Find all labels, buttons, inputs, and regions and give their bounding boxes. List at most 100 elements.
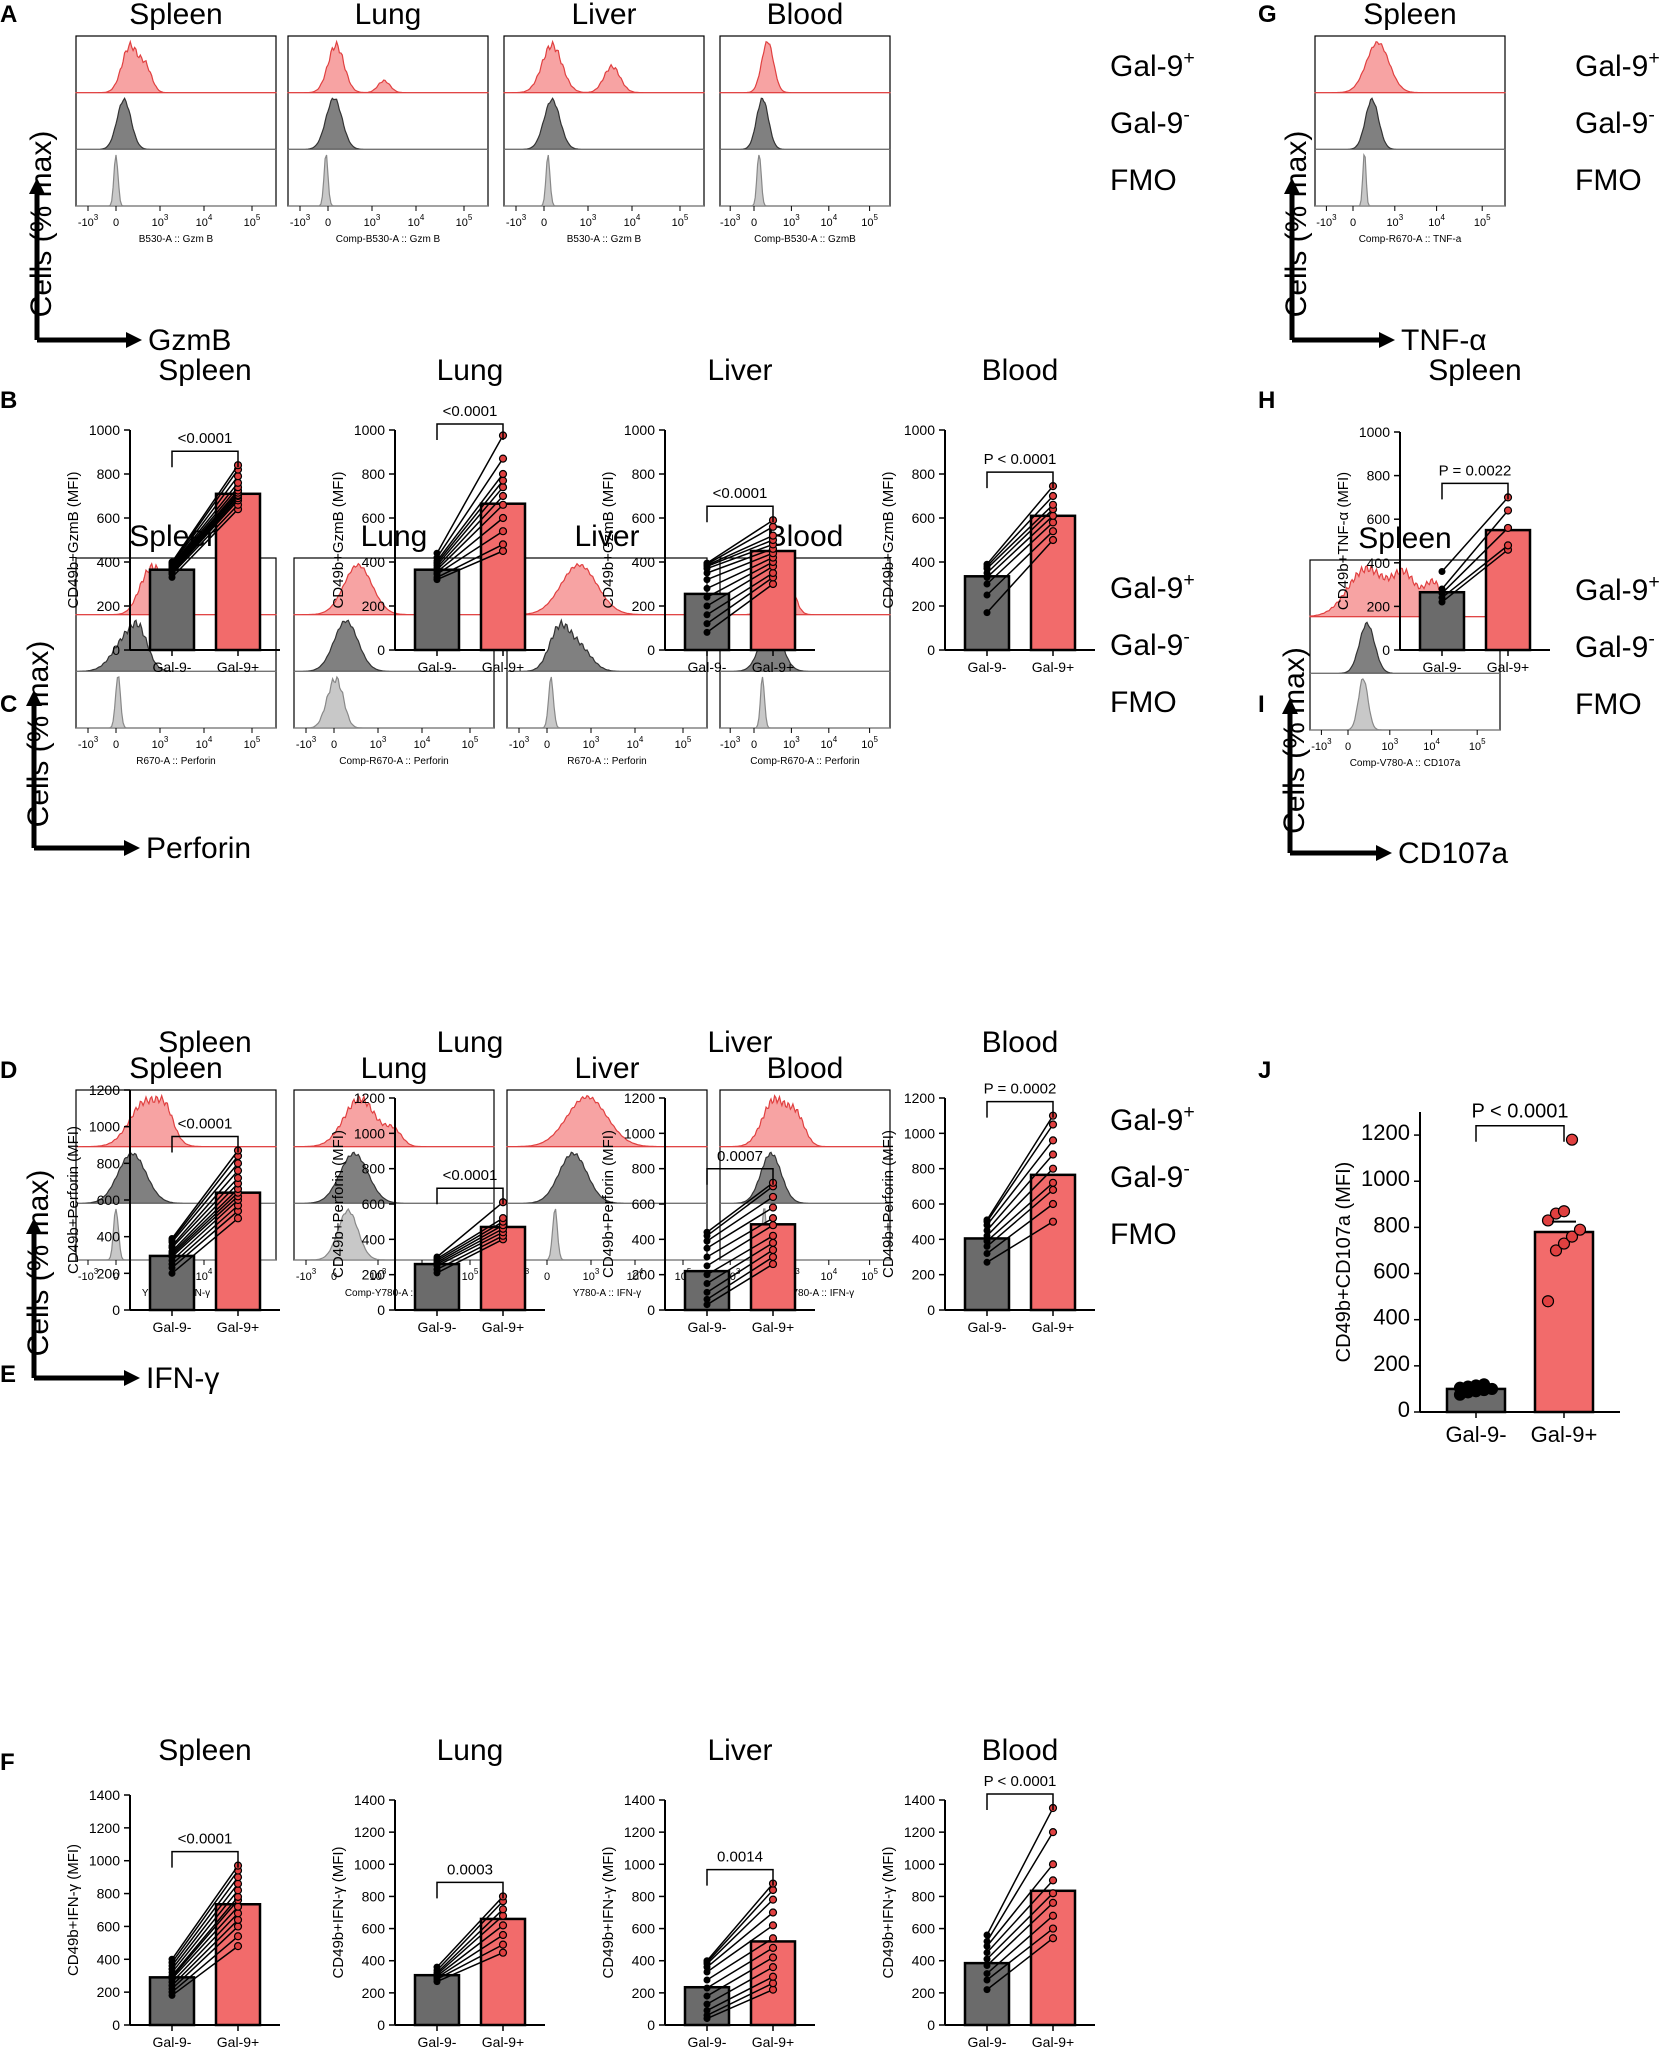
point-gal9neg: [983, 1949, 991, 1957]
pair-line: [171, 1192, 239, 1256]
y-tick-label: 600: [362, 1196, 386, 1212]
point-gal9pos: [498, 1948, 508, 1957]
point-gal9pos: [1541, 1214, 1555, 1227]
gal9neg-histogram: [506, 618, 708, 672]
x-tick-label: 105: [861, 735, 878, 751]
y-tick-label: 200: [632, 1267, 656, 1283]
histogram-title: Liver: [571, 0, 636, 31]
point-gal9pos: [498, 1930, 508, 1940]
x-tick-label: 104: [196, 1267, 213, 1283]
channel-label: B530-A :: Gzm B: [139, 234, 214, 245]
point-gal9pos: [1048, 1150, 1058, 1159]
y-tick-label: 400: [632, 554, 656, 570]
gal9neg-histogram: [1314, 97, 1506, 150]
row-label: FMO: [1575, 688, 1642, 721]
y-tick-label: 1000: [354, 1125, 385, 1141]
pair-line: [436, 1228, 504, 1265]
x-tick-label: 103: [583, 1267, 600, 1283]
chart-title: Spleen: [158, 1734, 251, 1767]
x-tick-label: Gal-9-: [688, 659, 727, 675]
panel-letter-d: D: [0, 1057, 17, 1084]
x-tick-label: Gal-9+: [752, 1319, 794, 1335]
y-tick-label: 800: [632, 1888, 656, 1904]
x-tick-label: Gal-9-: [153, 1319, 192, 1335]
point-gal9neg: [703, 559, 711, 567]
y-tick-label: 0: [112, 1302, 120, 1318]
chart-title: Lung: [437, 1026, 504, 1059]
y-tick-label: 1000: [904, 1856, 935, 1872]
y-tick-label: 800: [912, 466, 936, 482]
point-gal9neg: [703, 602, 711, 610]
point-gal9neg: [703, 1262, 711, 1270]
point-gal9pos: [233, 1942, 243, 1951]
y-tick-label: 400: [632, 1953, 656, 1969]
y-axis-label: CD49b+Perforin (MFI): [330, 1130, 347, 1278]
bar-chart-d-liver: Liver 0 200 400 600 800 1000 1200 CD49b+Perforin…: [600, 1026, 815, 1335]
x-tick-label: Gal-9+: [482, 659, 524, 675]
histogram-title: Liver: [574, 520, 639, 553]
pair-line: [706, 1224, 774, 1267]
pair-line: [986, 515, 1054, 578]
x-tick-label: Gal-9-: [418, 2034, 457, 2049]
point-gal9pos: [1541, 1295, 1555, 1308]
y-tick-label: 200: [362, 1267, 386, 1283]
point-gal9pos: [233, 1909, 243, 1918]
point-gal9neg: [703, 2000, 711, 2008]
point-gal9pos: [498, 513, 508, 523]
y-axis-label: CD49b+GzmB (MFI): [880, 471, 897, 608]
pair-line: [171, 469, 239, 564]
x-tick-label: 0: [544, 1271, 550, 1283]
gal9pos-histogram: [75, 39, 277, 94]
point-gal9pos: [233, 1173, 243, 1183]
significance-bracket: [171, 1850, 239, 1868]
y-tick-label: 1200: [904, 1824, 935, 1840]
channel-label: Comp-R670-A :: TNF-a: [1359, 234, 1462, 245]
pair-line: [171, 1896, 239, 1977]
y-tick-label: 0: [647, 642, 655, 658]
y-tick-label: 800: [362, 1161, 386, 1177]
y-tick-label: 1200: [89, 1082, 120, 1098]
y-axis-label: CD49b+Perforin (MFI): [880, 1130, 897, 1278]
chart-title: Liver: [707, 1734, 772, 1767]
row-label: Gal-9-: [1110, 626, 1190, 662]
x-tick-label: 103: [580, 213, 597, 229]
point-gal9neg: [703, 1228, 711, 1236]
pair-line: [171, 1935, 239, 1993]
y-tick-label: 600: [362, 1921, 386, 1937]
x-tick-label: Gal-9+: [752, 659, 794, 675]
p-value: <0.0001: [443, 403, 498, 420]
pair-line: [436, 495, 504, 569]
x-tick-label: -103: [1311, 737, 1332, 753]
y-tick-label: 0: [927, 2017, 935, 2033]
y-tick-label: 1200: [624, 1090, 655, 1106]
channel-label: Comp-B530-A :: GzmB: [754, 234, 856, 245]
pair-line: [171, 1155, 239, 1241]
y-tick-label: 1000: [354, 1856, 385, 1872]
pair-line: [436, 1238, 504, 1274]
pair-line: [706, 1976, 774, 2012]
y-tick-label: 200: [362, 598, 386, 614]
point-gal9pos: [1565, 1230, 1579, 1243]
point-gal9pos: [768, 1972, 778, 1981]
x-tick-label: -103: [78, 735, 99, 751]
y-tick-label: 200: [1367, 598, 1391, 614]
pair-line: [436, 1943, 504, 1980]
histogram-title: Spleen: [129, 0, 222, 31]
significance-bracket: [986, 1100, 1054, 1118]
x-tick-label: Gal-9-: [153, 2034, 192, 2049]
x-tick-label: 0: [1345, 741, 1351, 753]
x-tick-label: 105: [861, 213, 878, 229]
point-gal9pos: [498, 469, 508, 479]
bar-chart-b-liver: Liver 0 200 400 600 800 1000 CD49b+GzmB (MFI) Ga…: [600, 354, 815, 675]
pair-line: [171, 1889, 239, 1973]
chart-title: Liver: [707, 1026, 772, 1059]
pair-line: [436, 504, 504, 571]
x-tick-label: -103: [78, 1267, 99, 1283]
y-tick-label: 400: [362, 1231, 386, 1247]
y-tick-label: 1000: [89, 422, 120, 438]
point-gal9pos: [768, 1934, 778, 1943]
point-gal9neg: [433, 1253, 441, 1261]
point-gal9neg: [703, 1984, 711, 1992]
pair-line: [171, 464, 239, 563]
